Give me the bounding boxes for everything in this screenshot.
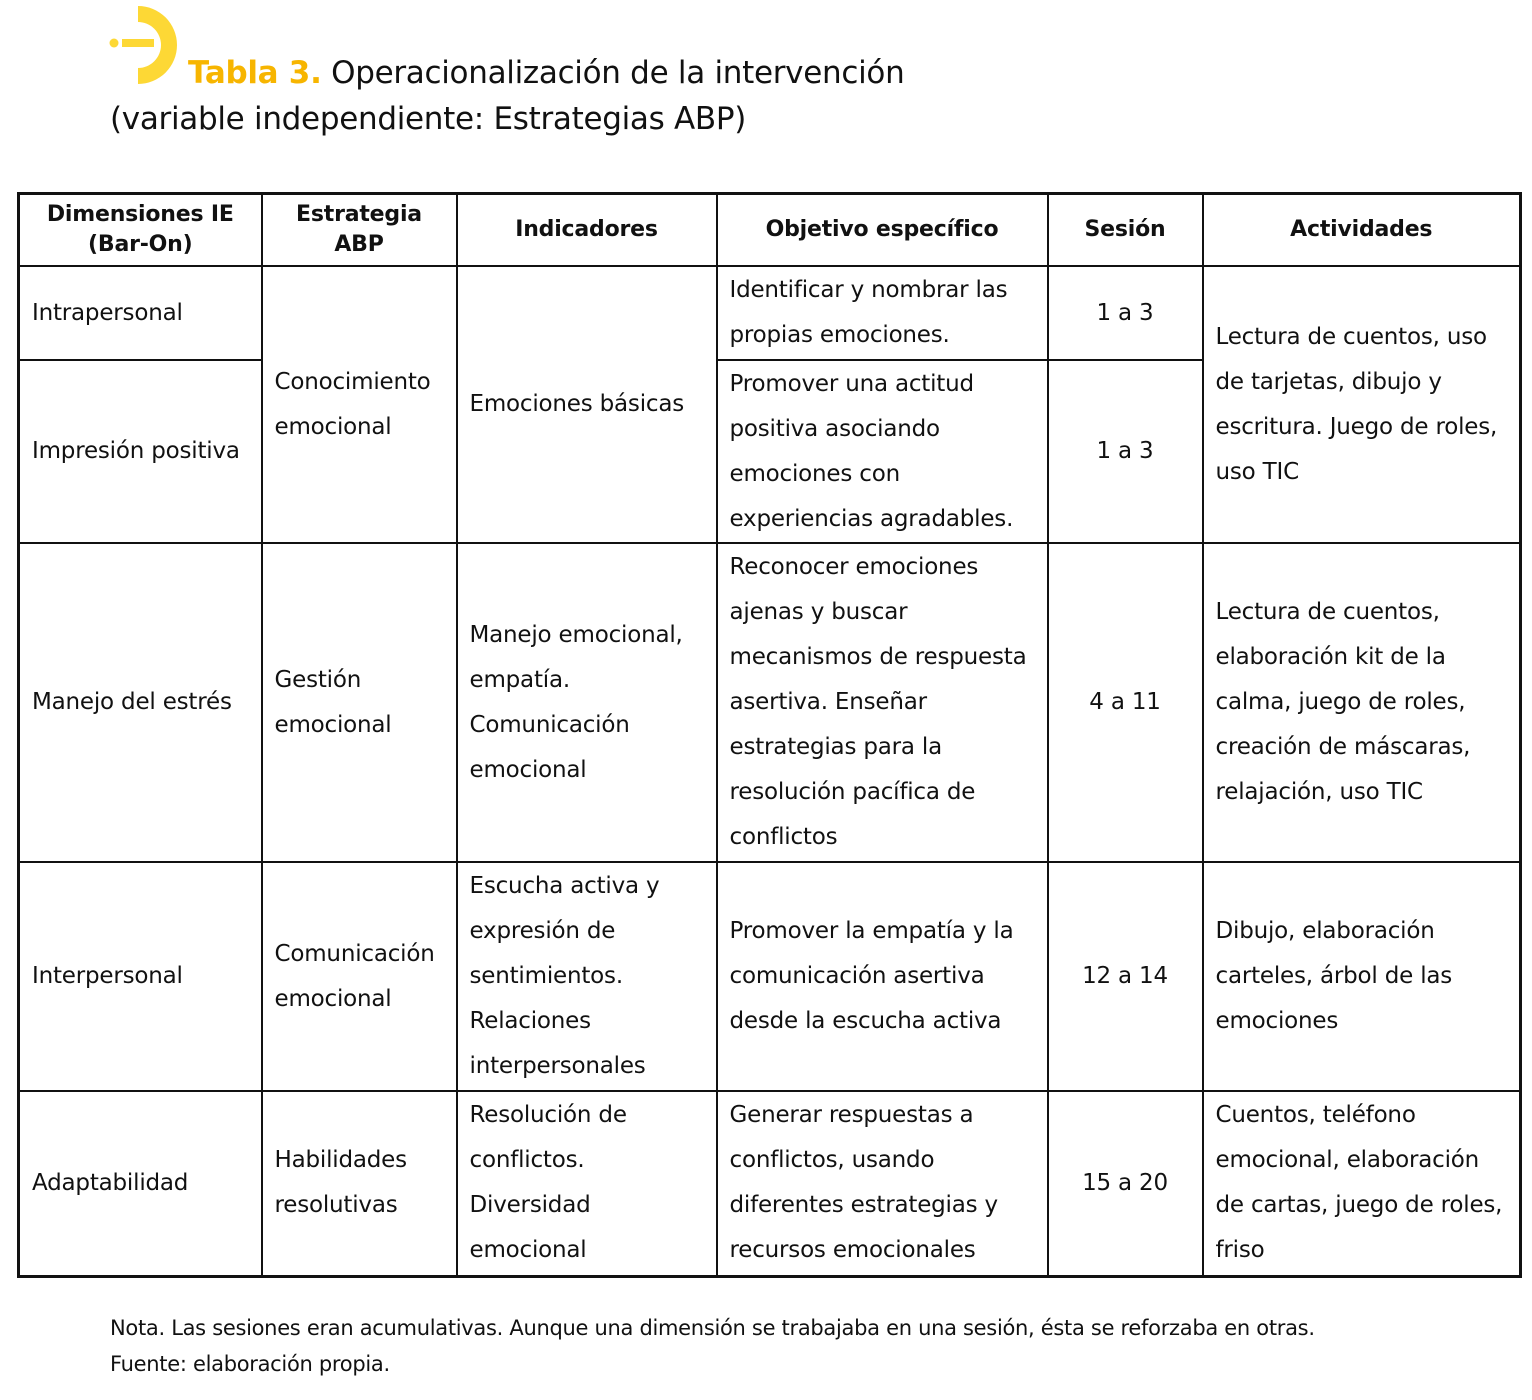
strategy-cell: Gestión emocional xyxy=(260,542,458,863)
operationalization-table: Dimensiones IE (Bar-On) Estrategia ABP I… xyxy=(17,192,1522,1278)
table-row: Manejo del estrés Gestión emocional Mane… xyxy=(17,542,1522,863)
indicators-cell: Emociones básicas xyxy=(455,265,718,544)
objective-cell: Promover una actitud positiva asociando … xyxy=(715,359,1049,544)
title-text: Operacionalización de la intervención xyxy=(331,55,905,91)
dimension-cell: Interpersonal xyxy=(17,861,263,1092)
header-cell: Dimensiones IE (Bar-On) xyxy=(17,192,263,267)
objective-cell: Reconocer emociones ajenas y buscar meca… xyxy=(715,542,1049,863)
note-text: Nota. Las sesiones eran acumulativas. Au… xyxy=(110,1316,1315,1340)
activities-cell: Lectura de cuentos, elaboración kit de l… xyxy=(1201,542,1522,863)
objective-cell: Identificar y nombrar las propias emocio… xyxy=(715,265,1049,361)
dimension-cell: Intrapersonal xyxy=(17,265,263,361)
header-cell: Indicadores xyxy=(455,192,718,267)
table-row: Impresión positiva Promover una actitud … xyxy=(17,359,1521,544)
session-cell: 12 a 14 xyxy=(1046,861,1204,1092)
table-row: Interpersonal Comunicación emocional Esc… xyxy=(17,861,1522,1092)
objective-cell: Promover la empatía y la comunicación as… xyxy=(715,861,1049,1092)
strategy-cell: Comunicación emocional xyxy=(260,861,458,1092)
session-cell: 15 a 20 xyxy=(1046,1090,1204,1277)
indicators-cell: Escucha activa y expresión de sentimient… xyxy=(455,861,718,1092)
table-row: Adaptabilidad Habilidades resolutivas Re… xyxy=(17,1090,1522,1277)
session-cell: 4 a 11 xyxy=(1046,542,1204,863)
dimension-cell: Manejo del estrés xyxy=(17,542,263,863)
table-title: Tabla 3. Operacionalización de la interv… xyxy=(110,50,905,142)
dimension-cell: Impresión positiva xyxy=(17,359,263,544)
header-cell: Estrategia ABP xyxy=(260,192,458,267)
header-cell: Sesión xyxy=(1046,192,1204,267)
strategy-cell: Habilidades resolutivas xyxy=(260,1090,458,1277)
indicators-cell: Manejo emocional, empatía. Comunicación … xyxy=(455,542,718,863)
session-cell: 1 a 3 xyxy=(1046,359,1204,544)
activities-cell: Lectura de cuentos, uso de tarjetas, dib… xyxy=(1201,265,1522,544)
logo-icon xyxy=(109,6,177,84)
indicators-cell: Resolución de conflictos. Diversidad emo… xyxy=(455,1090,718,1277)
activities-cell: Cuentos, teléfono emocional, elaboración… xyxy=(1201,1090,1522,1277)
source-text: Fuente: elaboración propia. xyxy=(110,1352,390,1376)
header-row: Dimensiones IE (Bar-On) Estrategia ABP I… xyxy=(17,192,1522,267)
dimension-cell: Adaptabilidad xyxy=(17,1090,263,1277)
header-cell: Objetivo específico xyxy=(715,192,1049,267)
objective-cell: Generar respuestas a conflictos, usando … xyxy=(715,1090,1049,1277)
table-note: Nota. Las sesiones eran acumulativas. Au… xyxy=(110,1310,1315,1382)
header-cell: Actividades xyxy=(1201,192,1522,267)
session-cell: 1 a 3 xyxy=(1046,265,1204,361)
strategy-cell: Conocimiento emocional xyxy=(260,265,458,544)
title-subtitle: (variable independiente: Estrategias ABP… xyxy=(110,101,747,137)
activities-cell: Dibujo, elaboración carteles, árbol de l… xyxy=(1201,861,1522,1092)
table-label: Tabla 3. xyxy=(188,55,322,91)
table-row: Intrapersonal Conocimiento emocional Emo… xyxy=(17,265,1522,544)
